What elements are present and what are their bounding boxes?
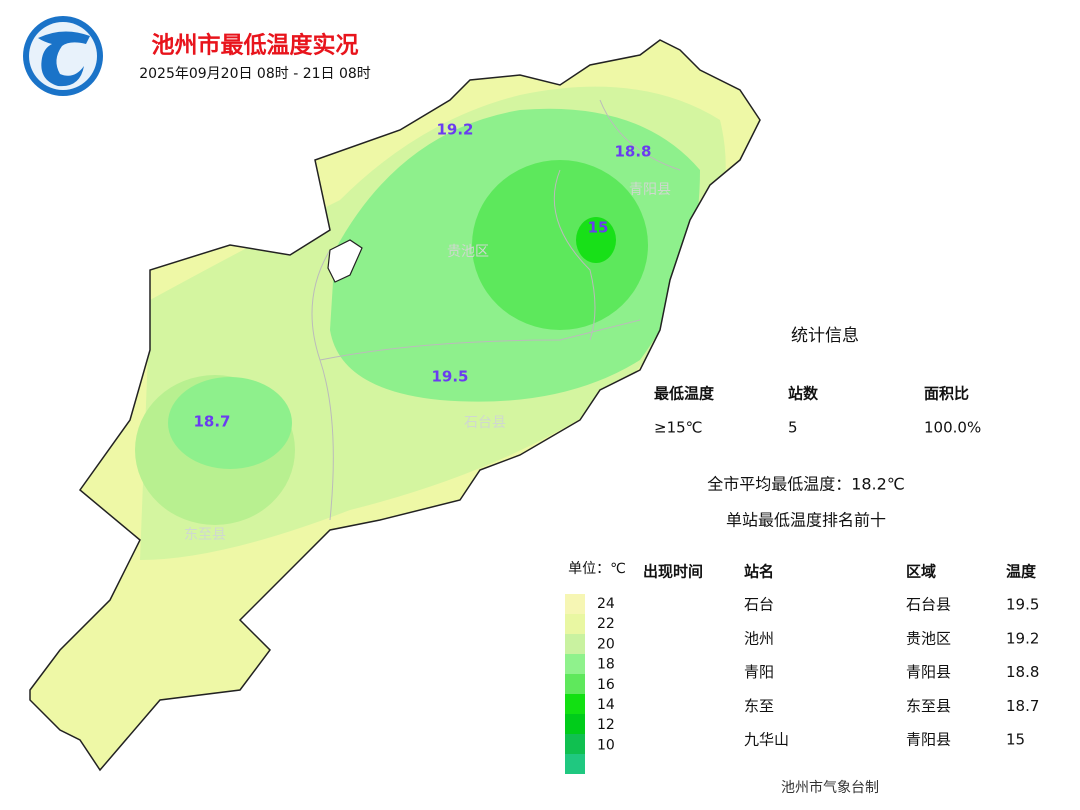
legend-swatch — [565, 754, 585, 774]
legend-label: 10 — [597, 737, 615, 753]
legend-swatch — [565, 714, 585, 734]
footer: 池州市气象台制 — [781, 779, 879, 796]
station-value: 15 — [588, 219, 609, 237]
stats-cell: ≥15℃ — [654, 419, 703, 437]
legend-swatch — [565, 674, 585, 694]
legend-label: 14 — [597, 697, 615, 713]
ranking-header: 区域 — [906, 563, 936, 581]
ranking-cell: 九华山 — [744, 731, 789, 749]
ranking-cell: 青阳县 — [906, 731, 951, 749]
district-label: 东至县 — [184, 527, 226, 543]
ranking-cell: 18.7 — [1006, 697, 1039, 715]
ranking-cell: 18.8 — [1006, 663, 1039, 681]
average: 全市平均最低温度：18.2℃ — [707, 475, 905, 494]
ranking-cell: 石台 — [744, 596, 774, 614]
station-value: 18.8 — [614, 143, 651, 161]
ranking-header: 站名 — [744, 563, 774, 581]
district-label: 石台县 — [464, 415, 506, 431]
ranking-cell: 19.5 — [1006, 596, 1039, 614]
station-value: 19.5 — [431, 368, 468, 386]
station-value: 18.7 — [193, 413, 230, 431]
ranking-cell: 池州 — [744, 629, 774, 647]
stats-header: 面积比 — [924, 385, 969, 403]
stats-title: 统计信息 — [791, 326, 859, 346]
logo — [23, 16, 103, 96]
ranking-header: 温度 — [1006, 563, 1037, 581]
legend-label: 18 — [597, 657, 615, 673]
legend-swatch — [565, 594, 585, 614]
ranking-cell: 青阳县 — [906, 663, 951, 681]
legend-swatch — [565, 734, 585, 754]
ranking-cell: 石台县 — [906, 596, 951, 614]
legend-label: 24 — [597, 596, 615, 612]
legend-swatch — [565, 654, 585, 674]
legend-label: 12 — [597, 717, 615, 733]
ranking-title: 单站最低温度排名前十 — [726, 511, 886, 530]
legend-unit: 单位：℃ — [568, 561, 626, 577]
subtitle: 2025年09月20日 08时 - 21日 08时 — [139, 66, 371, 82]
legend-label: 20 — [597, 636, 615, 652]
ranking-cell: 15 — [1006, 731, 1025, 749]
district-label: 贵池区 — [447, 244, 489, 260]
district-label: 青阳县 — [629, 182, 671, 198]
ranking-header: 出现时间 — [643, 563, 703, 581]
title: 池州市最低温度实况 — [152, 32, 359, 59]
ranking-cell: 19.2 — [1006, 629, 1039, 647]
legend-swatch — [565, 634, 585, 654]
stats-cell: 100.0% — [924, 419, 981, 437]
legend-label: 16 — [597, 677, 615, 693]
ranking-cell: 青阳 — [744, 663, 774, 681]
legend-swatch — [565, 694, 585, 714]
ranking-cell: 贵池区 — [906, 629, 951, 647]
stats-header: 最低温度 — [654, 385, 715, 403]
legend-label: 22 — [597, 616, 615, 632]
station-value: 19.2 — [436, 121, 473, 139]
stats-header: 站数 — [788, 385, 819, 403]
ranking-cell: 东至 — [744, 697, 774, 715]
stats-cell: 5 — [788, 419, 798, 437]
legend-swatch — [565, 614, 585, 634]
ranking-cell: 东至县 — [906, 697, 951, 715]
